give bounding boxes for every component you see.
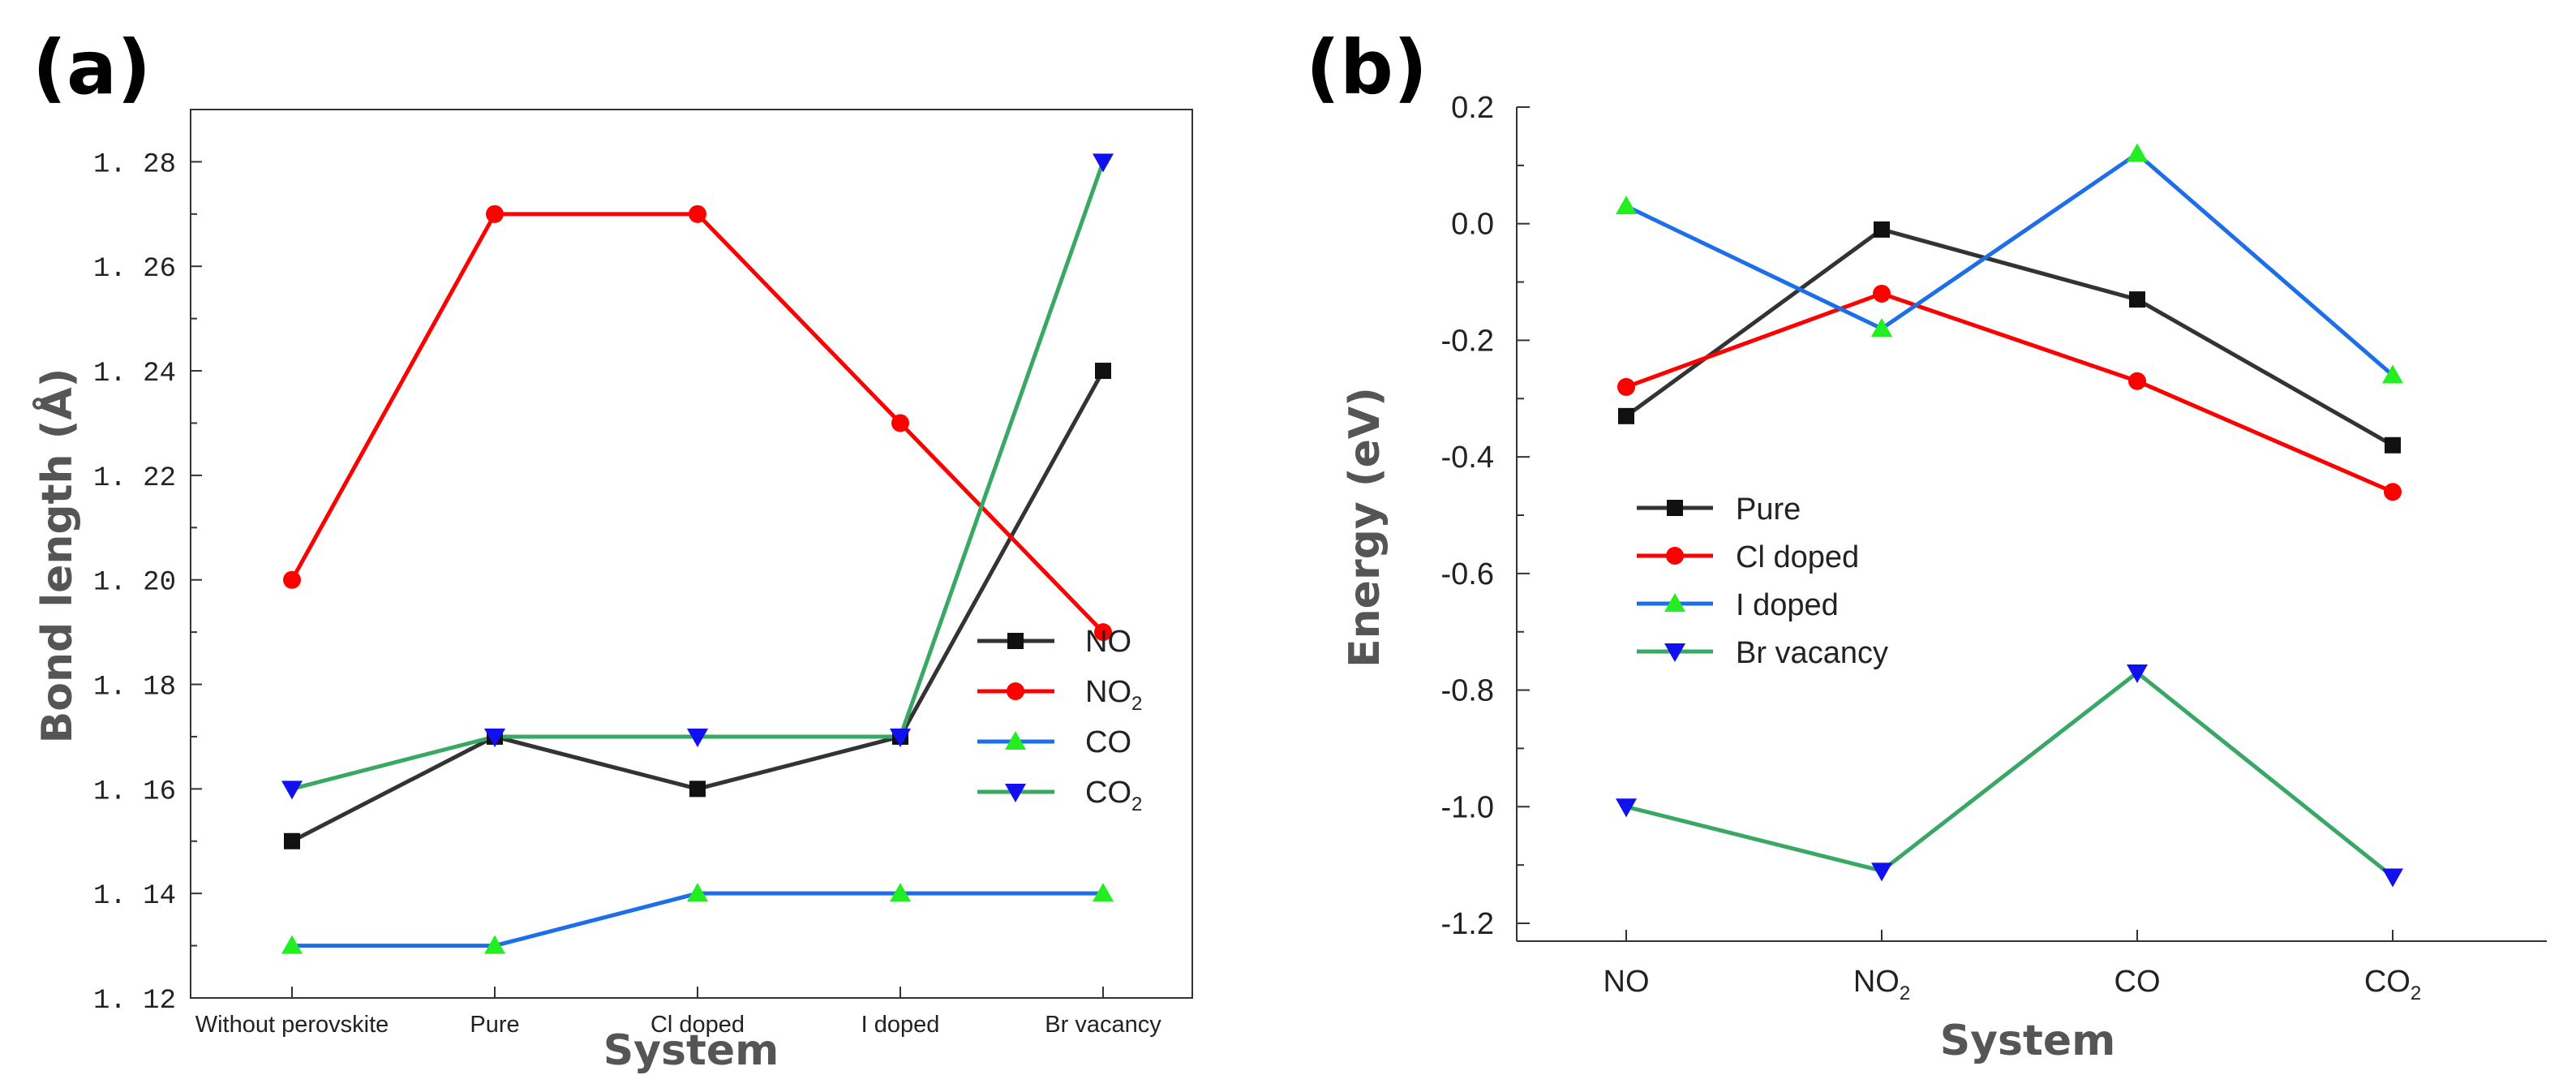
panel-a-bond-length-chart: (a) 1. 121. 141. 161. 181. 201. 221. 241… xyxy=(32,24,1193,1075)
point-co2-3 xyxy=(890,728,911,747)
point-co-1 xyxy=(484,935,505,954)
legend-label-i-doped: I doped xyxy=(1736,588,1839,622)
point-co2-4 xyxy=(1093,153,1114,173)
axis-ticks-a: 1. 12 1. 14 1. 16 1. 18 1. 20 1. 22 1. 24 1. 26… xyxy=(93,149,1161,1038)
legend-label-co2: CO2 xyxy=(1085,776,1142,815)
legend-marker-co2 xyxy=(1005,784,1026,802)
point-pure-1 xyxy=(1874,221,1890,238)
legend-marker-no xyxy=(1007,633,1024,649)
y-tick-label-a: 1. 24 xyxy=(93,359,176,389)
point-no2-2 xyxy=(689,204,706,223)
point-co-3 xyxy=(890,883,911,902)
series-line-br-vacancy xyxy=(1625,669,2394,879)
y-tick-label-b: -0.2 xyxy=(1441,324,1494,358)
point-cl-doped-1 xyxy=(1873,284,1891,303)
legend-label-no2: NO2 xyxy=(1085,675,1142,715)
legend-b: Pure Cl doped I doped Br vacancy xyxy=(1637,492,1888,670)
point-co-4 xyxy=(1093,883,1114,902)
series-line-no2 xyxy=(290,212,1105,634)
point-co-0 xyxy=(281,935,303,954)
point-cl-doped-2 xyxy=(2128,372,2146,390)
x-tick-label-co2: CO2 xyxy=(2364,965,2421,1004)
y-tick-label-b: -1.2 xyxy=(1441,907,1494,941)
x-tick-label-co: CO xyxy=(2114,965,2161,999)
axis-ticks-b: -1.2 -1.0 -0.8 -0.6 -0.4 -0.2 0.0 0.2 NO NO2 CO CO2 xyxy=(1441,91,2422,1004)
point-br-vacancy-3 xyxy=(2382,868,2403,888)
panel-a-label: (a) xyxy=(32,24,151,111)
legend-label-pure: Pure xyxy=(1736,492,1801,527)
point-co2-1 xyxy=(484,728,505,747)
x-axis-title-b: System xyxy=(1940,1017,2116,1065)
x-tick-label-no2: NO2 xyxy=(1853,965,1910,1004)
point-i-doped-1 xyxy=(1871,318,1892,338)
y-tick-label-b: 0.2 xyxy=(1451,91,1494,125)
series-line-co2 xyxy=(291,161,1106,791)
x-tick-label-i-doped: I doped xyxy=(861,1012,940,1038)
legend-marker-br-vacancy xyxy=(1664,643,1685,662)
y-tick-label-a: 1. 16 xyxy=(93,776,176,807)
legend-a: NO NO2 CO CO2 xyxy=(977,625,1142,815)
y-tick-label-b: -0.8 xyxy=(1441,674,1494,708)
point-pure-3 xyxy=(2385,436,2401,454)
x-axis-title-a: System xyxy=(603,1026,779,1075)
y-axis-title-b: Energy (eV) xyxy=(1341,387,1389,668)
point-no-2 xyxy=(689,781,706,798)
y-tick-label-a: 1. 22 xyxy=(93,463,176,494)
series-line-i-doped xyxy=(1625,151,2394,377)
series-line-no xyxy=(290,369,1106,843)
y-tick-label-b: -1.0 xyxy=(1441,790,1494,824)
point-cl-doped-3 xyxy=(2384,483,2402,501)
point-br-vacancy-2 xyxy=(2127,664,2148,684)
point-co2-2 xyxy=(687,728,708,747)
y-tick-label-b: -0.6 xyxy=(1441,557,1494,591)
point-br-vacancy-1 xyxy=(1871,862,1892,882)
x-tick-label-pure: Pure xyxy=(470,1012,519,1038)
panel-b-label: (b) xyxy=(1306,24,1428,111)
legend-marker-i-doped xyxy=(1664,593,1685,612)
legend-label-cl-doped: Cl doped xyxy=(1736,540,1859,574)
series-line-pure xyxy=(1625,227,2394,447)
legend-label-co: CO xyxy=(1085,725,1131,759)
y-axis-title-a: Bond length (Å) xyxy=(32,368,82,744)
legend-marker-no2 xyxy=(1007,682,1024,700)
point-no2-3 xyxy=(891,414,909,432)
y-tick-label-b: -0.4 xyxy=(1441,441,1494,475)
x-tick-label-cl-doped: Cl doped xyxy=(650,1012,745,1038)
legend-label-br-vacancy: Br vacancy xyxy=(1736,636,1888,670)
legend-marker-pure xyxy=(1667,500,1683,516)
legend-label-no: NO xyxy=(1085,625,1131,659)
x-tick-label-without-perovskite: Without perovskite xyxy=(195,1012,389,1038)
legend-marker-cl-doped xyxy=(1666,547,1684,565)
point-i-doped-3 xyxy=(2382,364,2403,384)
point-co-2 xyxy=(687,883,708,902)
point-co2-0 xyxy=(281,781,303,800)
point-pure-2 xyxy=(2129,291,2145,308)
x-tick-label-br-vacancy: Br vacancy xyxy=(1045,1012,1161,1038)
y-tick-label-a: 1. 18 xyxy=(93,673,176,703)
panel-b-energy-chart: (b) -1.2 -1.0 -0.8 -0.6 -0.4 -0.2 0.0 0.2 NO NO2 C… xyxy=(1306,24,2547,1065)
point-no2-1 xyxy=(486,204,504,223)
point-i-doped-0 xyxy=(1616,196,1637,215)
plot-frame-a xyxy=(190,109,1193,999)
series-group-b xyxy=(1616,143,2403,888)
y-tick-label-b: 0.0 xyxy=(1451,208,1494,242)
y-tick-label-a: 1. 28 xyxy=(93,149,176,180)
point-no2-4 xyxy=(1094,623,1112,642)
y-tick-label-a: 1. 26 xyxy=(93,254,176,285)
point-pure-0 xyxy=(1618,407,1634,424)
point-no2-0 xyxy=(283,570,301,589)
point-cl-doped-0 xyxy=(1617,377,1635,396)
point-i-doped-2 xyxy=(2127,143,2148,162)
y-tick-label-a: 1. 14 xyxy=(93,881,176,912)
y-tick-label-a: 1. 20 xyxy=(93,568,176,599)
series-group-a xyxy=(281,153,1114,954)
point-no-4 xyxy=(1095,363,1111,380)
y-tick-label-a: 1. 12 xyxy=(93,986,176,1017)
point-no-0 xyxy=(284,832,300,849)
legend-marker-co xyxy=(1005,731,1026,750)
x-tick-label-no: NO xyxy=(1604,965,1650,999)
point-br-vacancy-0 xyxy=(1616,798,1637,818)
series-line-cl-doped xyxy=(1625,291,2394,494)
